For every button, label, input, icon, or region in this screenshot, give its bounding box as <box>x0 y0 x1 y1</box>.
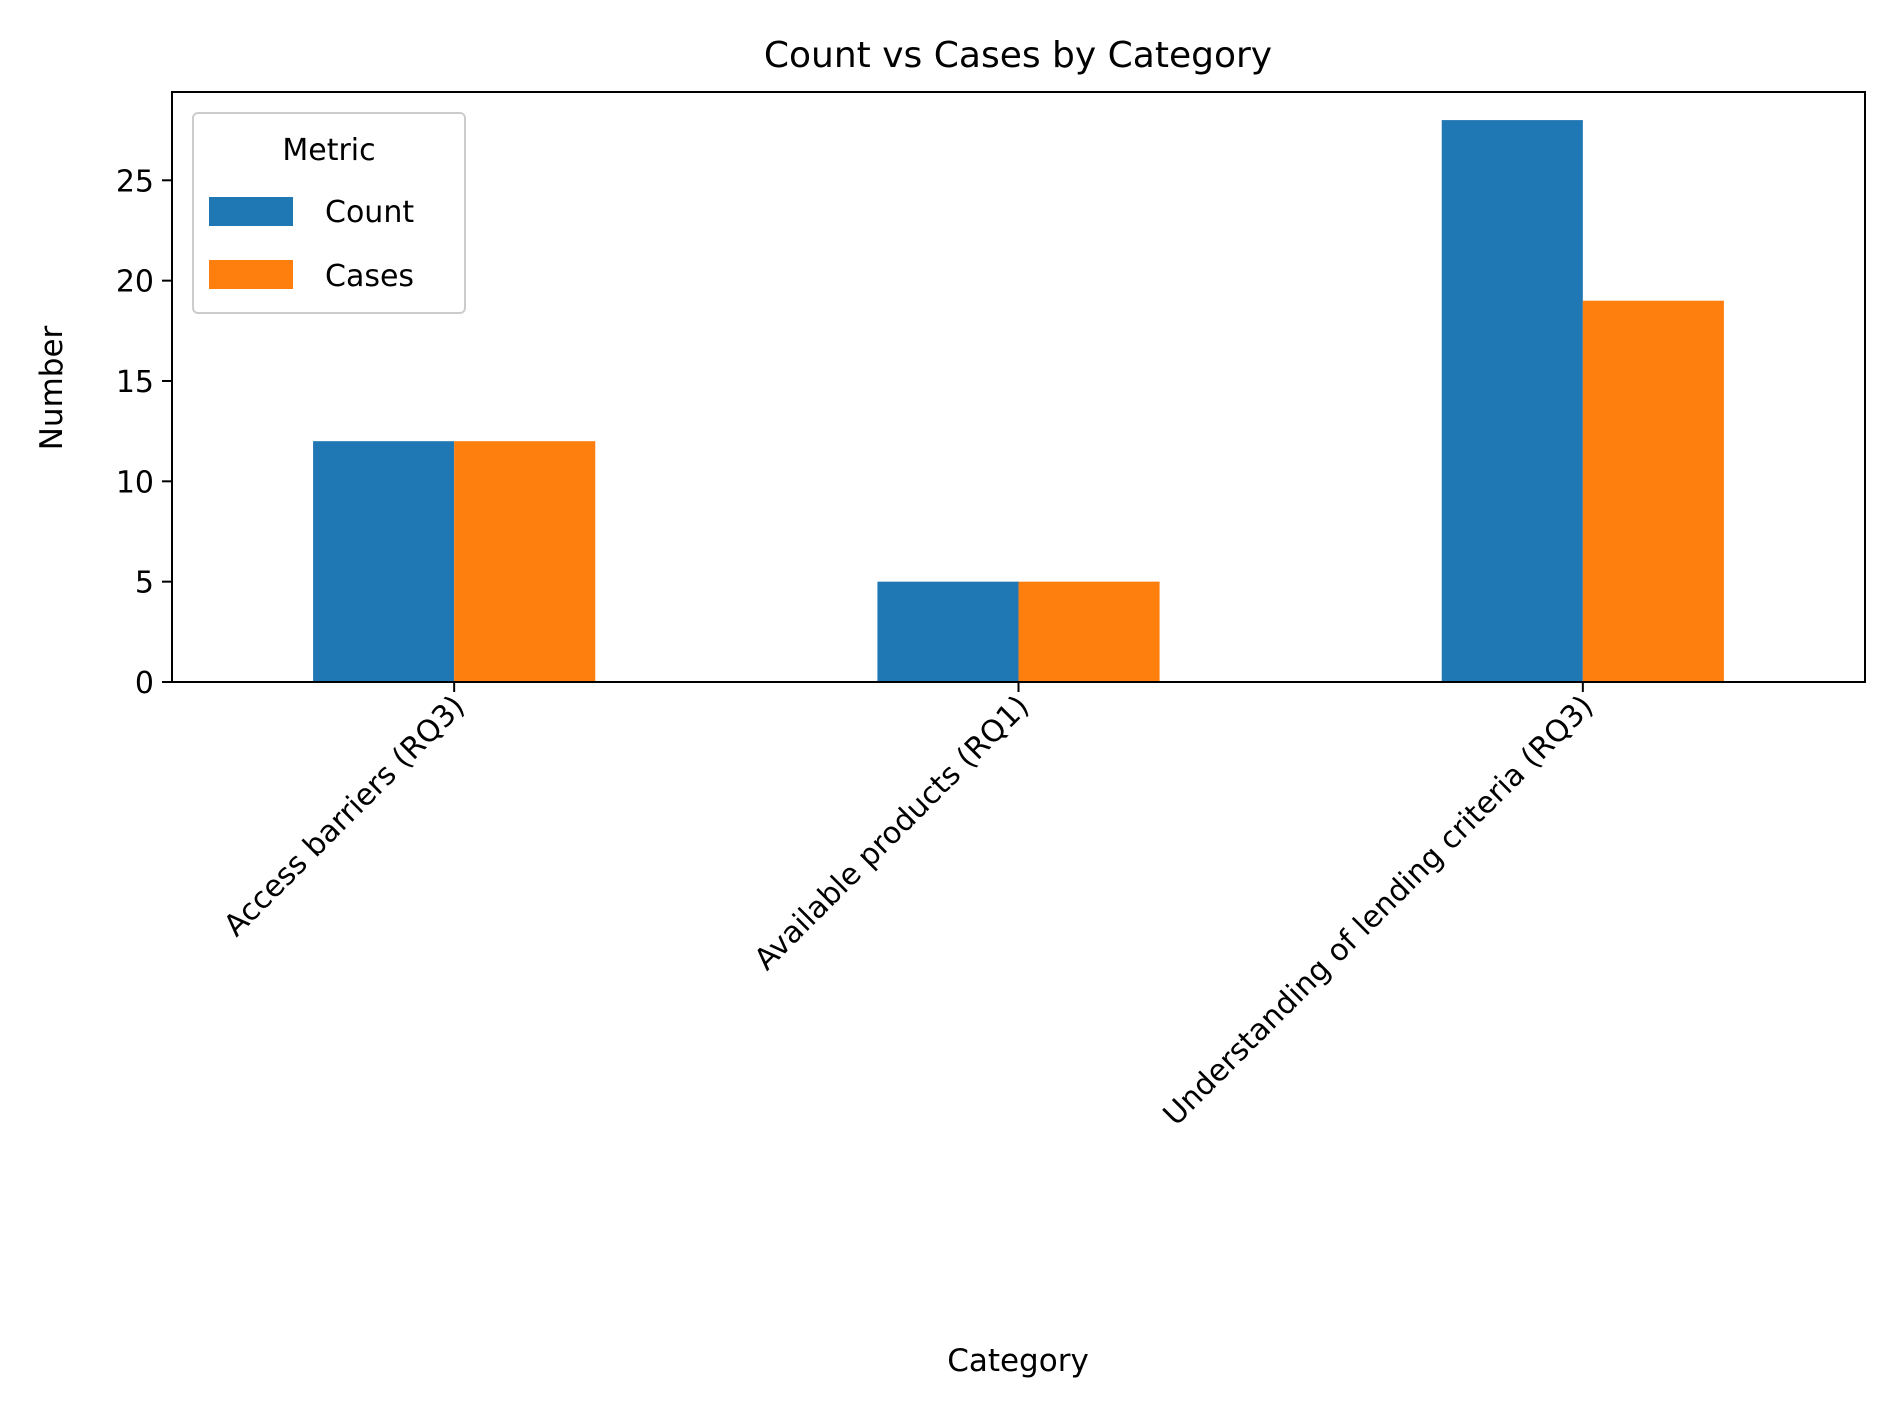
legend-label-count: Count <box>325 195 414 230</box>
bar-cases-1 <box>1018 581 1160 682</box>
bar-cases-2 <box>1582 300 1724 682</box>
plot-frame <box>171 91 1866 683</box>
x-tick-label: Available products (RQ1) <box>748 689 1036 977</box>
y-tick-label: 25 <box>116 164 154 199</box>
y-tick-label: 0 <box>135 666 154 701</box>
legend-label-cases: Cases <box>325 259 414 294</box>
y-tick-label: 5 <box>135 566 154 601</box>
y-axis-ticks: 0 5 10 15 20 25 <box>116 164 172 701</box>
legend: Metric Count Cases <box>192 112 466 314</box>
legend-swatch-cases <box>209 260 293 289</box>
bar-cases-0 <box>454 441 596 682</box>
legend-title: Metric <box>282 133 375 168</box>
y-tick-label: 15 <box>116 365 154 400</box>
legend-swatch-count <box>209 197 293 226</box>
x-tick-label: Understanding of lending criteria (RQ3) <box>1157 689 1601 1133</box>
x-axis-label: Category <box>947 1343 1089 1379</box>
bar-count-1 <box>877 581 1019 682</box>
y-axis-label: Number <box>34 325 70 450</box>
y-tick-label: 10 <box>116 465 154 500</box>
y-tick-label: 20 <box>116 265 154 300</box>
chart-title: Count vs Cases by Category <box>764 35 1272 76</box>
bar-count-2 <box>1441 120 1583 683</box>
bar-count-0 <box>313 441 455 682</box>
bars <box>313 120 1724 683</box>
x-tick-label: Access barriers (RQ3) <box>217 689 472 944</box>
x-axis-ticks: Access barriers (RQ3) Available products … <box>217 682 1600 1133</box>
